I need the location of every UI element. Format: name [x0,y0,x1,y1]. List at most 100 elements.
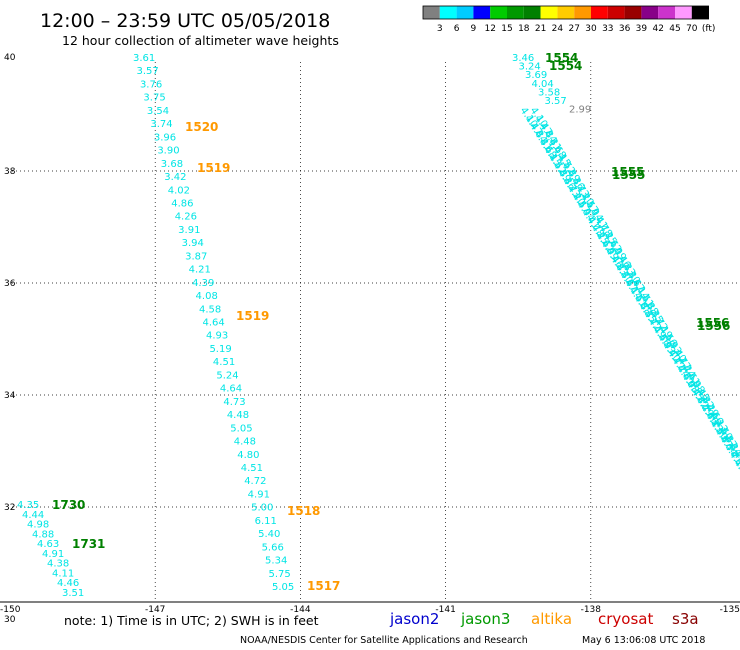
legend-label: 36 [619,24,631,34]
pass-time-label: 1517 [307,579,340,593]
wave-height-value: 4.64 [203,318,225,329]
pass-time-label: 1556 [696,316,729,330]
legend-swatch [574,6,591,19]
wave-height-value: 4.91 [248,489,270,500]
legend-swatch [607,6,625,19]
pass-time-label-shadow: 1555 [612,168,645,182]
footer-credit: NOAA/NESDIS Center for Satellite Applica… [240,635,528,646]
legend-label: 6 [454,24,460,34]
legend-swatch [439,6,457,19]
pass-time-label: 1554 [549,59,582,73]
pass-time-label: 1731 [72,537,105,551]
wave-height-value: 3.57 [545,96,567,107]
wave-height-value: 4.02 [168,185,190,196]
legend-swatch [523,6,541,19]
wave-height-value: 4.58 [199,304,221,315]
satellite-name: jason3 [460,610,510,628]
legend-label: 70 [686,24,698,34]
wave-height-value: 3.57 [136,66,158,77]
satellite-name: altika [531,610,572,628]
wave-height-value: 4.21 [189,265,211,276]
wave-height-value: 3.87 [185,251,207,262]
lat-lon-grid [0,62,740,603]
wave-height-value: 6.11 [255,516,277,527]
wave-height-value: 4.44 [22,510,44,521]
wave-height-value: 3.74 [150,119,172,130]
header: 12:00 – 23:59 UTC 05/05/2018 12 hour col… [40,10,339,48]
legend-swatch [557,6,575,19]
legend-label: 21 [535,24,546,34]
wave-height-value: 4.98 [27,520,49,531]
wave-height-value: 5.34 [265,556,287,567]
wave-height-value: 3.90 [157,146,179,157]
lat-tick-label: 32 [4,503,15,513]
lon-tick-label: -147 [145,605,165,615]
legend-swatch [456,6,474,19]
lon-tick-label: -150 [0,605,21,615]
wave-height-value: 3.96 [154,132,176,143]
lon-tick-label: -141 [435,605,455,615]
footer-timestamp: May 6 13:06:08 UTC 2018 [582,635,705,646]
dense-track-mark: 4.55 [732,457,740,482]
pass-time-label-shadow: 1556 [697,319,730,333]
wave-height-value: 3.46 [512,53,534,64]
legend-frame [422,5,710,20]
legend-label: 33 [602,24,613,34]
wave-height-value: 4.46 [57,578,79,589]
legend-swatch [490,6,507,19]
wave-height-value: 4.51 [241,463,263,474]
wave-height-value: 3.58 [538,87,560,98]
map-title: 12:00 – 23:59 UTC 05/05/2018 [40,10,330,32]
wave-height-value: 3.68 [161,159,183,170]
legend-swatch [624,6,642,19]
wave-height-value: 3.91 [178,225,200,236]
pass-time-label: 1518 [287,504,320,518]
wave-height-value: 5.05 [272,582,294,593]
lat-tick-label: 40 [4,53,16,63]
wave-height-value: 4.51 [213,357,235,368]
lon-tick-label: -135 [720,605,740,615]
wave-height-value: 4.88 [32,529,54,540]
wave-height-value: 3.51 [62,588,84,599]
axis-labels: -150 -147 -144 -141 -138 -135 40 38 36 34 32 30 [0,53,740,625]
lat-tick-label: 38 [4,167,16,177]
legend-label: 45 [669,24,680,34]
legend-swatch [658,6,675,19]
wave-height-value: 5.40 [258,529,280,540]
legend-label: 42 [652,24,663,34]
wave-height-value: 4.04 [532,79,554,90]
wave-height-value: 3.69 [525,70,547,81]
legend-label: 12 [484,24,495,34]
wave-height-value: 5.19 [209,344,231,355]
map-subtitle: 12 hour collection of altimeter wave hei… [62,33,339,48]
wave-height-value: 5.75 [269,569,291,580]
legend-label: 9 [471,24,477,34]
wave-height-value: 4.38 [47,559,69,570]
legend-label: 27 [568,24,579,34]
legend-label: 15 [501,24,512,34]
pass-time-label: 1519 [197,161,230,175]
legend-label: (ft) [702,24,716,34]
wave-height-value: 3.54 [147,106,169,117]
legend-swatch [540,6,558,19]
legend-label: 18 [518,24,530,34]
lat-tick-label: 30 [4,615,16,625]
wave-height-value: 4.48 [234,437,256,448]
satellite-name: s3a [672,610,699,628]
wave-height-value: 5.00 [251,503,273,514]
footer: note: 1) Time is in UTC; 2) SWH is in fe… [64,610,705,646]
legend-swatch [591,6,608,19]
wave-height-value: 4.48 [227,410,249,421]
wave-height-value: 5.05 [230,423,252,434]
legend-swatch [473,6,491,19]
wave-height-value: 4.93 [206,331,228,342]
legend-swatch [641,6,659,19]
wave-height-value: 4.64 [220,384,242,395]
wave-height-value: 4.72 [244,476,266,487]
pass-time-label: 1554 [545,51,578,65]
lon-tick-label: -144 [290,605,311,615]
wave-height-value: 3.42 [164,172,186,183]
lon-tick-label: -138 [581,605,602,615]
